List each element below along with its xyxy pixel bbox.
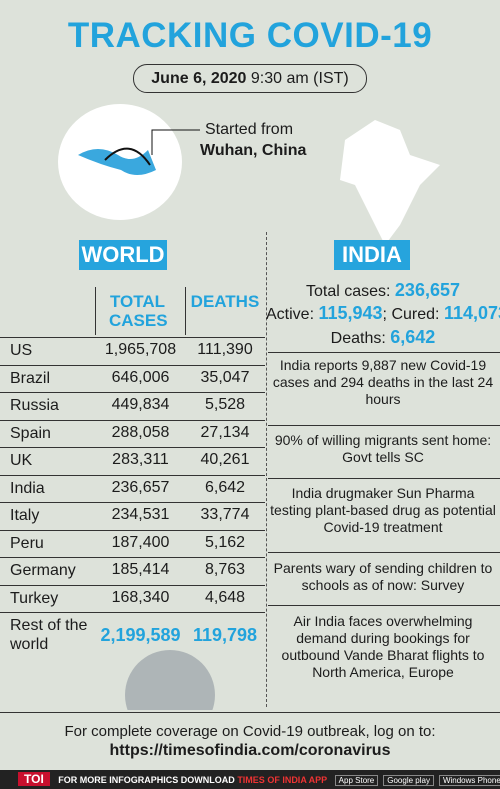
deaths: 35,047 — [200, 368, 250, 386]
deaths: 5,528 — [204, 396, 246, 413]
cured-value: 114,073 — [443, 303, 500, 323]
country: Peru — [10, 534, 44, 552]
deaths: 27,134 — [200, 423, 250, 441]
cases: 283,311 — [112, 451, 169, 468]
cases: 646,006 — [111, 368, 170, 386]
stores: App Store Google play Windows Phone — [330, 775, 500, 786]
column-header: TOTAL CASES — [109, 292, 168, 330]
country: Brazil — [10, 369, 51, 387]
deaths: 8,763 — [204, 561, 246, 578]
app-name: TIMES OF INDIA APP — [237, 775, 328, 785]
maps — [58, 104, 440, 240]
row-rule — [0, 364, 265, 366]
store-badge: App Store — [334, 775, 379, 786]
deaths: 6,642 — [204, 478, 246, 496]
news-rule — [268, 605, 500, 606]
country: US — [10, 342, 33, 359]
deaths-line: Deaths: 6,642 — [268, 327, 498, 348]
row-rule — [0, 529, 265, 531]
world-tag: WORLD — [79, 240, 167, 270]
country: Italy — [10, 507, 40, 524]
store-badge: Windows Phone — [438, 775, 500, 786]
arrow — [104, 147, 151, 166]
row-rule — [0, 502, 265, 503]
deaths-value: 6,642 — [390, 327, 436, 347]
row-rule — [0, 557, 265, 558]
deaths: 111,390 — [197, 341, 253, 358]
origin-label: Started from — [205, 121, 294, 138]
cases: 1,965,708 — [104, 341, 177, 358]
date-pill: June 6, 2020 9:30 am (IST) — [133, 64, 367, 93]
row-rule — [0, 612, 265, 613]
cases: 449,834 — [111, 396, 170, 413]
column-header: DEATHS — [190, 292, 260, 311]
total-line: Total cases: 236,657 — [268, 280, 498, 301]
news-rule — [268, 478, 500, 479]
time: 9:30 am (IST) — [250, 70, 349, 87]
country: Russia — [10, 397, 59, 414]
cases: 2,199,589 — [100, 625, 181, 645]
row-rule — [0, 419, 265, 421]
country: Rest of the world — [10, 617, 88, 653]
store-badge: Google play — [383, 775, 434, 786]
india-map — [340, 120, 440, 240]
pointer — [151, 129, 200, 155]
virus-art — [125, 650, 215, 710]
country: Germany — [10, 562, 76, 579]
active-label: Active: — [266, 306, 315, 323]
news-item: India drugmaker Sun Pharma testing plant… — [270, 485, 496, 535]
row-rule — [0, 584, 265, 586]
footer-rule — [0, 712, 500, 713]
deaths: 5,162 — [204, 533, 246, 551]
divider — [266, 232, 267, 707]
deaths: 119,798 — [192, 625, 258, 645]
cases: 234,531 — [111, 506, 170, 523]
bottom-bar: TOI FOR MORE INFOGRAPHICS DOWNLOAD TIMES… — [0, 770, 500, 789]
cases: 236,657 — [111, 478, 170, 496]
news-rule — [268, 425, 500, 426]
world-map — [78, 149, 156, 175]
cases: 168,340 — [111, 588, 170, 606]
deaths-label: Deaths: — [330, 330, 386, 347]
total-value: 236,657 — [394, 280, 460, 300]
news-item: 90% of willing migrants sent home: Govt … — [274, 432, 492, 465]
total-label: Total cases: — [305, 283, 391, 300]
promo: FOR MORE INFOGRAPHICS DOWNLOAD — [58, 775, 235, 785]
news-item: India reports 9,887 new Covid-19 cases a… — [272, 357, 494, 407]
deaths: 4,648 — [204, 588, 246, 606]
cases: 288,058 — [111, 423, 170, 441]
country: UK — [10, 452, 33, 469]
cured-label: Cured: — [391, 306, 440, 323]
row-rule — [0, 474, 265, 476]
column-rule — [185, 287, 186, 335]
date: June 6, 2020 — [151, 70, 247, 87]
separator: ; — [382, 306, 387, 323]
active-value: 115,943 — [318, 303, 383, 323]
country: Spain — [10, 424, 51, 442]
cases: 187,400 — [111, 533, 170, 551]
cases: 185,414 — [111, 561, 170, 578]
origin-place: Wuhan, China — [200, 142, 307, 159]
active-line: Active: 115,943; Cured: 114,073 — [266, 303, 500, 324]
news-rule — [268, 552, 500, 553]
news-item: Parents wary of sending children to scho… — [273, 560, 493, 593]
country: India — [10, 479, 45, 497]
news-rule — [268, 352, 500, 353]
row-rule — [0, 337, 265, 338]
news-item: Air India faces overwhelming demand duri… — [281, 613, 485, 680]
column-rule — [95, 287, 96, 335]
row-rule — [0, 392, 265, 393]
brand: TOI — [18, 772, 50, 786]
country: Turkey — [10, 589, 59, 607]
footer-url: https://timesofindia.com/coronavirus — [109, 742, 391, 759]
row-rule — [0, 447, 265, 448]
deaths: 33,774 — [200, 506, 250, 523]
title: TRACKING COVID-19 — [67, 16, 433, 55]
india-tag: INDIA — [334, 240, 410, 270]
footer-text: For complete coverage on Covid-19 outbre… — [64, 723, 436, 740]
deaths: 40,261 — [200, 451, 250, 468]
